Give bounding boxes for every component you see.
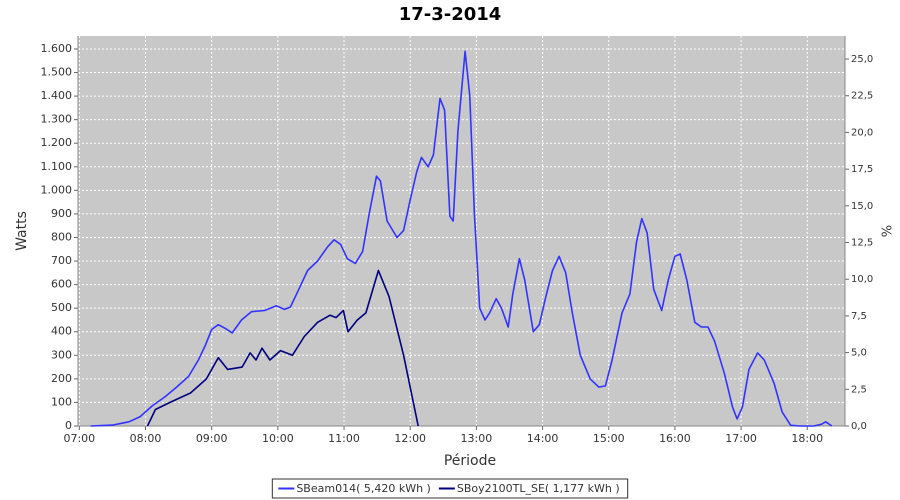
x-tick-label: 09:00 (196, 432, 228, 445)
y-tick-label: 1.200 (41, 136, 73, 149)
x-tick-label: 13:00 (461, 432, 493, 445)
y-tick-label: 600 (51, 278, 72, 291)
legend: SBeam014( 5,420 kWh ) SBoy2100TL_SE( 1,17… (271, 478, 629, 499)
y-tick-label: 500 (51, 301, 72, 314)
y-tick-label: 1.600 (41, 42, 73, 55)
series-line (146, 269, 419, 427)
x-tick-label: 11:00 (328, 432, 360, 445)
y2-tick-label: 15,0 (851, 201, 873, 212)
y2-tick-label: 25,0 (851, 54, 873, 65)
legend-label: SBoy2100TL_SE( 1,177 kWh ) (457, 482, 620, 495)
chart-title: 17-3-2014 (399, 4, 502, 25)
y2-tick-label: 10,0 (851, 274, 873, 285)
y-tick-label: 700 (51, 254, 72, 267)
y-tick-label: 1.300 (41, 113, 73, 126)
y2-tick-label: 0,0 (851, 421, 867, 432)
y-axis-label: Watts (14, 211, 30, 251)
y2-tick-label: 12,5 (851, 238, 873, 249)
y-tick-label: 100 (51, 395, 72, 408)
x-tick-label: 08:00 (130, 432, 162, 445)
plot-area (78, 36, 845, 426)
x-tick-label: 15:00 (593, 432, 625, 445)
x-tick-label: 10:00 (262, 432, 294, 445)
y2-tick-label: 7,5 (851, 311, 867, 322)
y2-tick-label: 5,0 (851, 348, 867, 359)
y-tick-label: 200 (51, 372, 72, 385)
y-tick-label: 0 (65, 419, 72, 432)
y2-tick-label: 2,5 (851, 384, 867, 395)
x-tick-label: 07:00 (63, 432, 95, 445)
y-tick-label: 900 (51, 207, 72, 220)
y2-tick-label: 22,5 (851, 91, 873, 102)
x-axis-label: Période (444, 453, 496, 469)
y-tick-label: 300 (51, 348, 72, 361)
y-tick-label: 800 (51, 230, 72, 243)
y-tick-label: 1.400 (41, 89, 73, 102)
x-tick-label: 16:00 (659, 432, 691, 445)
x-tick-label: 12:00 (394, 432, 426, 445)
y-tick-label: 1.100 (41, 160, 73, 173)
x-tick-label: 18:00 (791, 432, 823, 445)
y-tick-label: 400 (51, 325, 72, 338)
legend-label: SBeam014( 5,420 kWh ) (296, 482, 431, 495)
x-tick-label: 17:00 (725, 432, 757, 445)
y-tick-label: 1.000 (41, 183, 73, 196)
x-tick-label: 14:00 (527, 432, 559, 445)
y-tick-label: 1.500 (41, 66, 73, 79)
series-line (90, 50, 833, 427)
y2-tick-label: 20,0 (851, 127, 873, 138)
y2-tick-label: 17,5 (851, 164, 873, 175)
y2-axis-label: % (881, 225, 896, 237)
